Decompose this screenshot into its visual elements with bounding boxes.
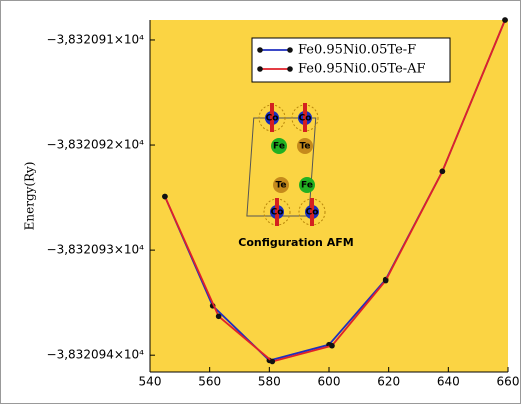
x-tick-label: 580 [258, 375, 281, 389]
x-tick-label: 640 [437, 375, 460, 389]
legend-marker [287, 47, 293, 53]
atom [299, 177, 315, 193]
spin-arrow [270, 103, 314, 226]
x-tick-label: 660 [497, 375, 520, 389]
point [329, 342, 335, 349]
y-tick-label: −3,832093×10⁴ [47, 243, 145, 257]
legend-marker [257, 47, 263, 53]
atom-label: Co [271, 208, 284, 218]
x-tick-label: 560 [198, 375, 221, 389]
atom-label: Te [275, 181, 286, 191]
legend-marker [287, 66, 293, 72]
legend-box [251, 37, 451, 83]
point [162, 193, 168, 200]
atom [271, 138, 287, 154]
atom-label: Te [299, 142, 310, 152]
atom [297, 138, 313, 154]
legend-marker [257, 66, 263, 72]
atom-label: Co [299, 114, 312, 124]
atom-label: Co [266, 114, 279, 124]
x-tick-label: 600 [318, 375, 341, 389]
point [439, 168, 446, 175]
atom-label: Fe [301, 181, 313, 191]
inset-figure: Co Co Fe Te Te Fe Co Co Configuration AF… [238, 103, 354, 249]
atom-label: Co [306, 208, 319, 218]
x-tick-label: 620 [377, 375, 400, 389]
inset-caption: Configuration AFM [238, 236, 353, 249]
atom-label: Fe [273, 142, 285, 152]
legend-label: Fe0.95Ni0.05Te-F [298, 43, 416, 58]
y-tick-label: −3,832094×10⁴ [47, 348, 145, 362]
x-tick-label: 540 [139, 375, 162, 389]
point [269, 358, 276, 365]
point [215, 313, 222, 320]
y-tick-label: −3,832092×10⁴ [47, 138, 145, 152]
legend-label: Fe0.95Ni0.05Te-AF [298, 62, 426, 77]
point [382, 277, 389, 284]
atom [273, 177, 289, 193]
point [502, 17, 508, 23]
y-axis-label: Energy(Ry) [23, 162, 37, 231]
y-tick-label: −3,832091×10⁴ [47, 32, 145, 46]
